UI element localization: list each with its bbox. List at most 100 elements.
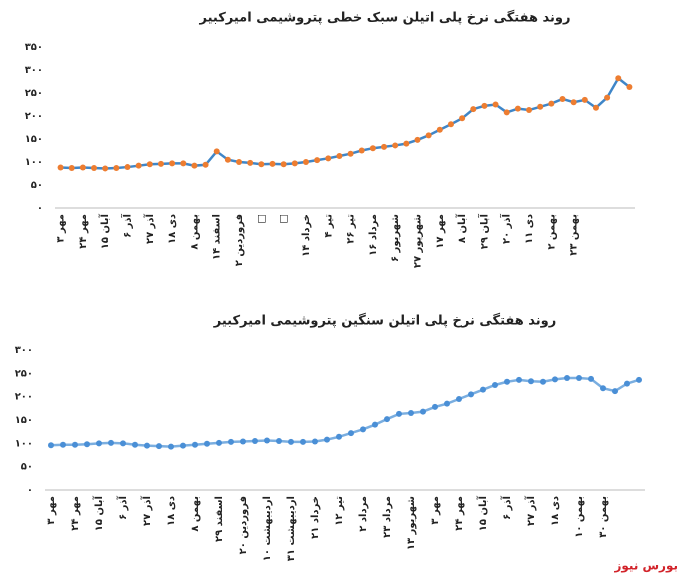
- marker: [204, 440, 210, 447]
- x-tick-label: ۲۷ آذر: [140, 495, 153, 526]
- marker: [456, 396, 462, 402]
- y-tick-label: ۰: [27, 485, 33, 496]
- x-tick-label: ۲۹ آبان: [477, 213, 490, 249]
- x-tick-label: ۱۵ آبان: [92, 495, 105, 531]
- x-tick-label: ۲ مرداد: [358, 496, 369, 532]
- x-tick-label: ۲۰ فروردین: [238, 496, 249, 554]
- x-tick-label: ۶ شهریور: [390, 214, 401, 262]
- marker: [381, 143, 388, 150]
- marker: [291, 160, 298, 167]
- marker: [588, 375, 594, 382]
- x-tick-label: ۶ آذر: [116, 495, 129, 519]
- y-tick-label: ۲۵۰: [25, 88, 43, 99]
- marker: [102, 165, 109, 172]
- marker: [626, 84, 633, 91]
- marker: [79, 164, 86, 171]
- x-tick-label: ۸ آبان: [455, 213, 468, 243]
- marker: [436, 126, 443, 133]
- x-tick-label: □: [279, 214, 290, 223]
- x-tick-label: ۱۷ مهر: [435, 214, 446, 249]
- marker: [336, 153, 343, 160]
- marker: [447, 121, 454, 128]
- x-tick-label: ۳ مهر: [46, 496, 57, 525]
- x-tick-label: ۱۰ بهمن: [574, 496, 585, 538]
- y-tick-label: ۲۵۰: [15, 368, 33, 379]
- marker: [258, 161, 265, 168]
- marker: [624, 380, 630, 387]
- marker: [492, 382, 498, 388]
- marker: [503, 109, 510, 116]
- marker: [213, 148, 220, 155]
- y-tick-label: ۵۰: [31, 180, 43, 191]
- marker: [240, 438, 246, 445]
- marker: [168, 443, 174, 450]
- marker: [113, 164, 120, 171]
- y-tick-label: ۱۰۰: [15, 438, 33, 449]
- marker: [124, 164, 131, 171]
- marker: [492, 101, 499, 108]
- marker: [324, 436, 330, 443]
- marker: [347, 150, 354, 157]
- marker: [636, 376, 642, 383]
- x-tick-label: ۱۱ دی: [524, 214, 535, 244]
- marker: [444, 400, 450, 407]
- marker: [169, 160, 176, 167]
- marker: [202, 161, 209, 168]
- chart-title: روند هفتگی نرخ پلی اتیلن سنگین پتروشیمی …: [213, 313, 556, 329]
- marker: [336, 433, 342, 440]
- x-tick-label: ۱۰ اردیبهشت: [262, 496, 273, 561]
- marker: [252, 438, 258, 444]
- marker: [372, 421, 378, 428]
- marker: [276, 438, 282, 444]
- x-tick-label: ۲۳ بهمن: [569, 214, 580, 256]
- x-tick-label: ۱۵ آبان: [98, 213, 111, 249]
- x-tick-label: ۸ بهمن: [189, 214, 200, 250]
- x-tick-label: ۱۸ دی: [166, 496, 177, 526]
- x-tick-label: ۶ آذر: [500, 495, 513, 519]
- x-tick-label: ۲۷ شهریور: [413, 214, 424, 268]
- marker: [592, 104, 599, 111]
- marker: [559, 95, 566, 102]
- marker: [280, 161, 287, 168]
- marker: [236, 159, 243, 165]
- y-tick-label: ۱۰۰: [25, 157, 43, 168]
- x-tick-label: ۲۴ مهر: [70, 496, 81, 531]
- marker: [604, 94, 611, 101]
- marker: [135, 162, 142, 169]
- marker: [408, 410, 414, 416]
- marker: [516, 376, 522, 383]
- x-tick-label: ۶ آذر: [121, 213, 134, 237]
- marker: [600, 385, 606, 392]
- x-tick-label: ۳ مهر: [430, 496, 441, 525]
- marker: [60, 441, 66, 448]
- x-tick-label: □: [256, 214, 267, 223]
- x-tick-label: ۲۱ خرداد: [310, 496, 321, 539]
- marker: [191, 162, 198, 169]
- x-tick-label: ۳ مهر: [56, 214, 67, 243]
- x-tick-label: ۱۲ تیر: [334, 496, 345, 526]
- marker: [312, 438, 318, 445]
- marker: [264, 437, 270, 444]
- marker: [302, 159, 309, 165]
- y-tick-label: ۱۵۰: [25, 134, 43, 145]
- marker: [247, 159, 254, 166]
- marker: [192, 441, 198, 448]
- x-tick-label: ۱۴ خرداد: [301, 214, 312, 257]
- marker: [96, 440, 102, 447]
- x-tick-label: ۱۶ مرداد: [368, 214, 379, 256]
- x-tick-label: ۲ فروردین: [234, 214, 245, 266]
- x-tick-label: ۱۳ شهریور: [406, 496, 417, 550]
- x-tick-label: ۳۰ بهمن: [598, 496, 609, 538]
- marker: [48, 442, 54, 449]
- marker: [576, 375, 582, 381]
- y-tick-label: ۳۵۰: [25, 42, 43, 53]
- marker: [540, 378, 546, 385]
- y-tick-label: ۳۰۰: [25, 65, 43, 76]
- y-tick-label: ۱۵۰: [15, 415, 33, 426]
- marker: [552, 376, 558, 383]
- marker: [514, 105, 521, 112]
- marker: [132, 441, 138, 448]
- marker: [72, 441, 78, 448]
- marker: [425, 132, 432, 139]
